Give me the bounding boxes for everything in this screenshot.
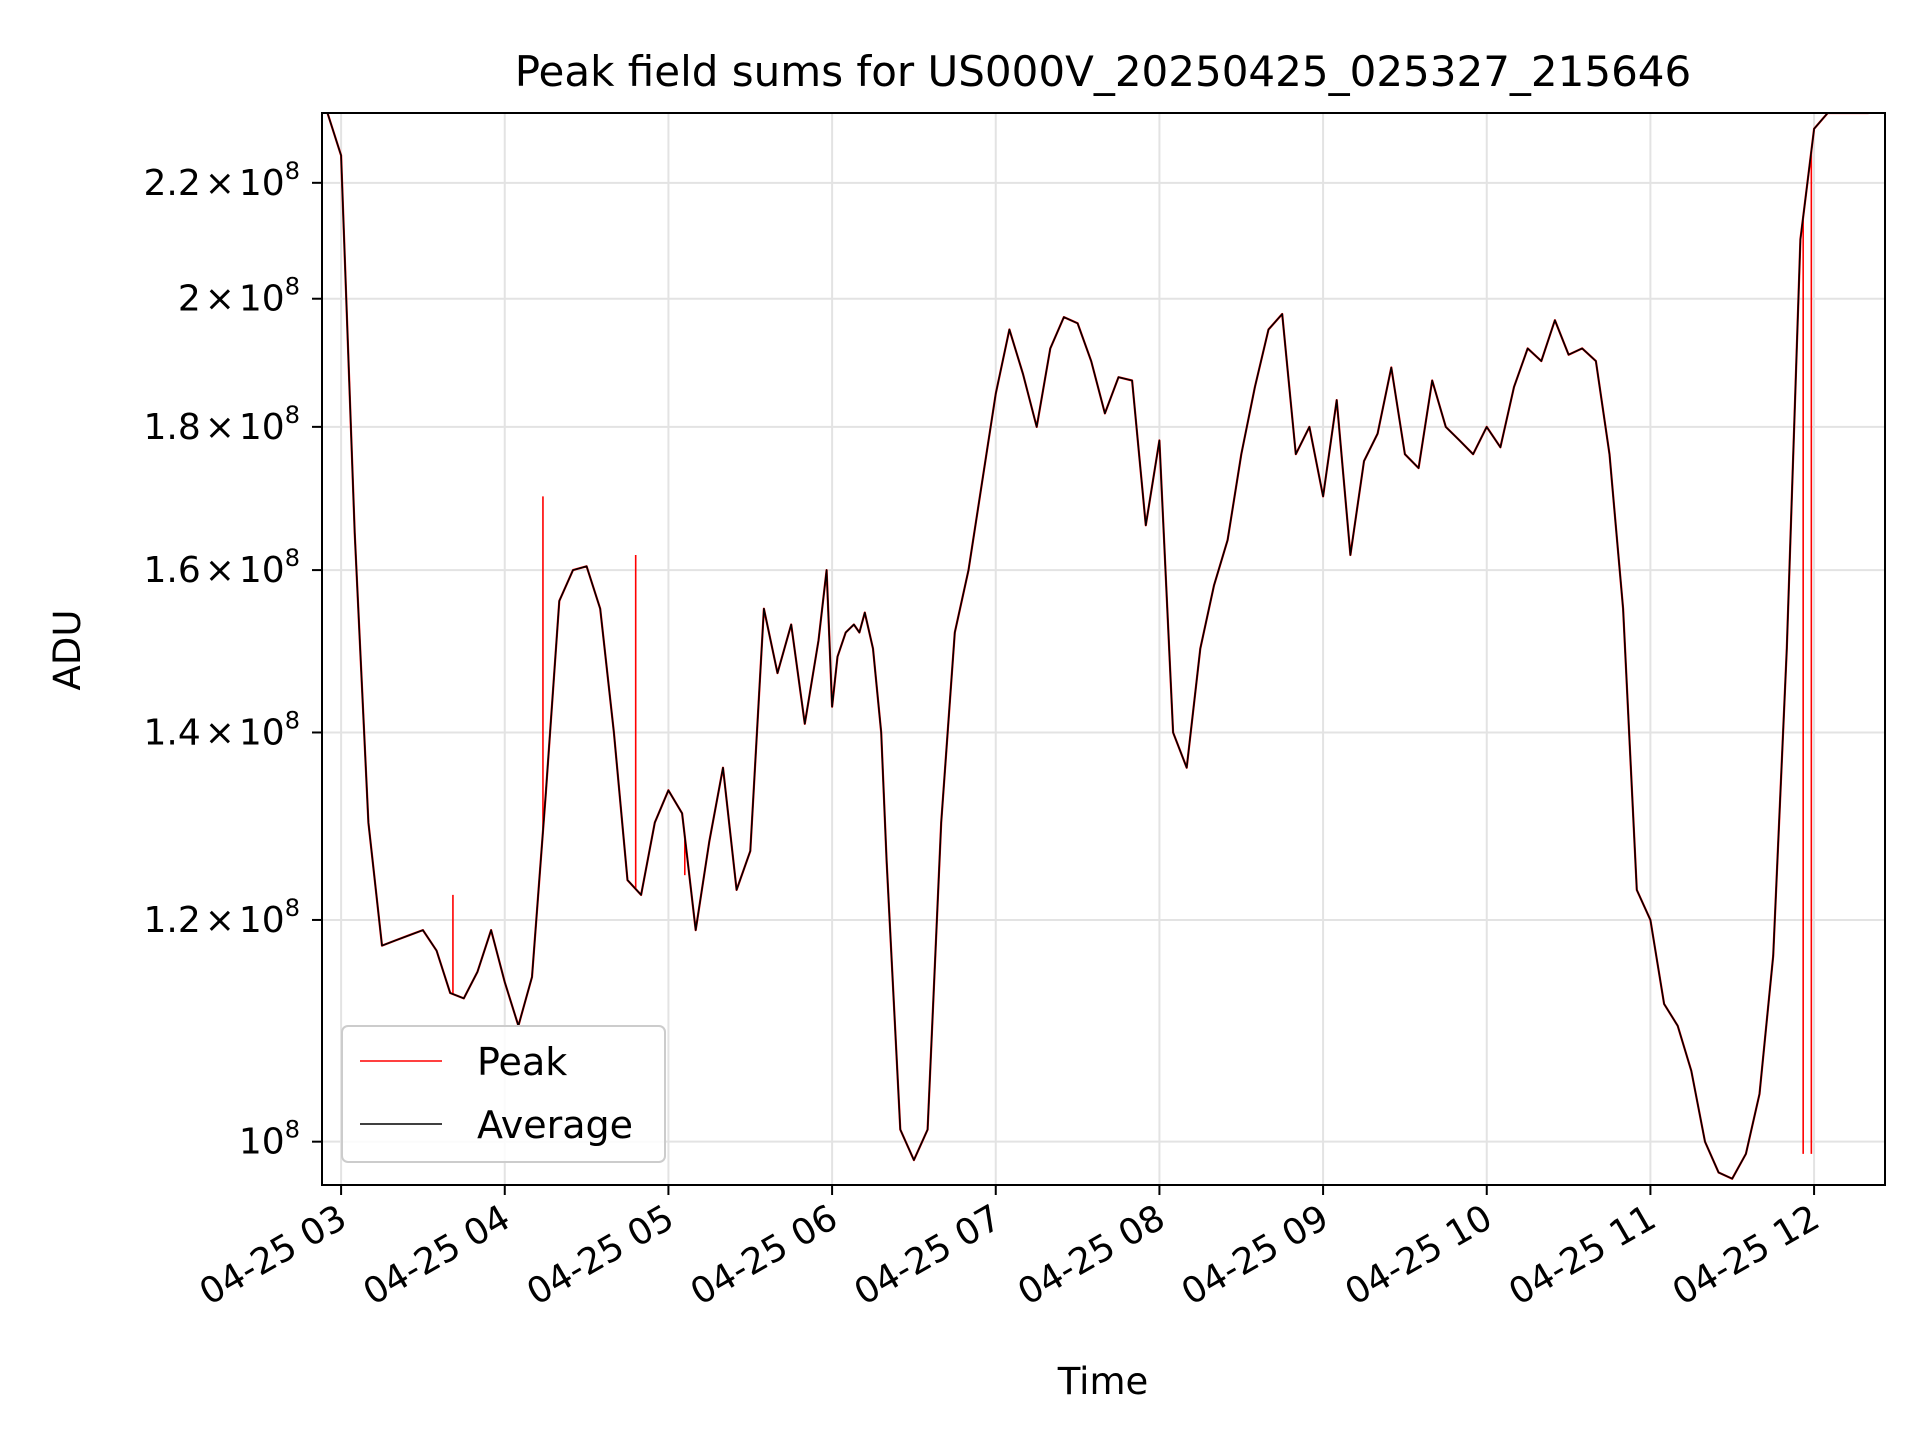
y-tick-times: ×: [205, 279, 235, 320]
y-tick-exponent: 8: [285, 273, 300, 301]
series-layer: [326, 113, 1869, 1180]
legend-box: [341, 1025, 666, 1163]
y-tick-base: 10: [239, 279, 285, 320]
y-tick-exponent: 8: [285, 1116, 300, 1144]
y-tick-base: 10: [239, 407, 285, 448]
y-tick-times: ×: [205, 407, 235, 448]
y-tick-exponent: 8: [285, 706, 300, 734]
y-tick-exponent: 8: [285, 157, 300, 185]
plot-frame: [321, 112, 1886, 1186]
y-tick-times: ×: [205, 712, 235, 753]
y-tick-label: 1.6 × 108: [143, 544, 300, 591]
y-tick-base: 10: [239, 1122, 285, 1163]
y-tick-base: 10: [239, 163, 285, 204]
y-tick-label: 1.2 × 108: [143, 894, 300, 941]
y-tick-mantissa: 2: [178, 279, 201, 320]
y-tick-base: 10: [239, 900, 285, 941]
y-tick-label: 1.8 × 108: [143, 401, 300, 448]
y-tick-exponent: 8: [285, 401, 300, 429]
y-tick-label: 2 × 108: [178, 273, 300, 320]
legend-label-average: Average: [477, 1103, 633, 1147]
y-tick-label: 1.4 × 108: [143, 706, 300, 753]
y-tick-times: ×: [205, 163, 235, 204]
y-tick-base: 10: [239, 712, 285, 753]
y-tick-mantissa: 1.2: [143, 900, 200, 941]
y-tick-base: 10: [239, 550, 285, 591]
grid: [322, 113, 1885, 1185]
y-axis-label: ADU: [46, 610, 89, 691]
legend-label-peak: Peak: [477, 1040, 567, 1084]
series-line-average: [326, 113, 1869, 1180]
y-tick-mantissa: 1.4: [143, 712, 200, 753]
y-tick-times: ×: [205, 900, 235, 941]
y-tick-mantissa: 1.8: [143, 407, 200, 448]
y-tick-exponent: 8: [285, 544, 300, 572]
y-tick-mantissa: 1.6: [143, 550, 200, 591]
y-tick-label: 2.2 × 108: [143, 157, 300, 204]
y-tick-mantissa: 2.2: [143, 163, 200, 204]
y-tick-times: ×: [205, 550, 235, 591]
y-tick-label: 108: [239, 1116, 300, 1163]
y-tick-exponent: 8: [285, 894, 300, 922]
legend: Peak Average: [341, 1025, 666, 1163]
chart-title: Peak field sums for US000V_20250425_0253…: [515, 47, 1692, 96]
x-axis-label: Time: [1057, 1360, 1149, 1403]
